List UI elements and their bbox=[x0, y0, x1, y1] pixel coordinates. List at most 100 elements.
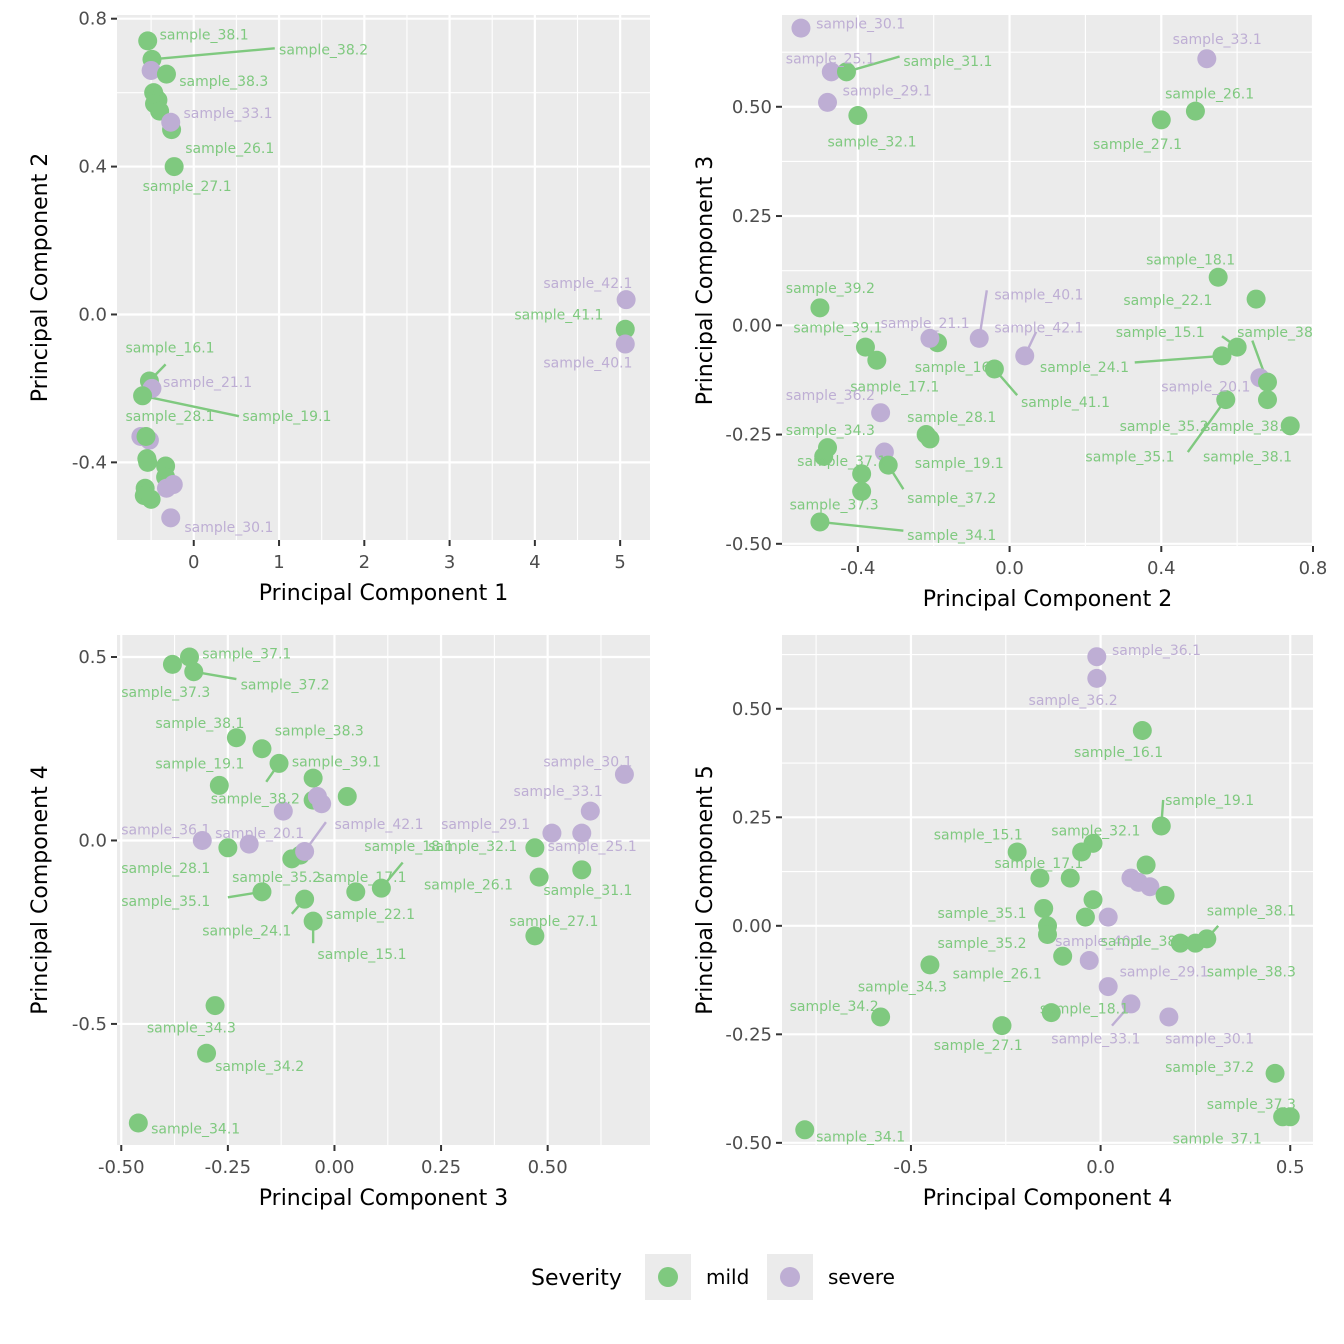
point-label: sample_36.1 bbox=[121, 822, 210, 838]
point-label: sample_38.3 bbox=[275, 723, 364, 739]
point-label: sample_34.3 bbox=[786, 423, 875, 439]
panel-1: 0 1 2 3 4 5 0.8 0.4 0.0 -0.4 Principal Component 1… bbox=[28, 9, 650, 606]
point-mild bbox=[141, 489, 161, 509]
panel-background bbox=[782, 635, 1313, 1145]
x-tick-label: 4 bbox=[529, 552, 540, 573]
point-label: sample_38.3 bbox=[1203, 419, 1292, 435]
point-label: sample_39.1 bbox=[292, 755, 381, 771]
point-mild bbox=[1038, 924, 1057, 944]
x-tick-label: 0.4 bbox=[1147, 558, 1176, 579]
point-label: sample_31.1 bbox=[543, 883, 632, 899]
point-mild bbox=[1246, 289, 1266, 309]
point-mild bbox=[1227, 337, 1247, 357]
point-label: sample_41.1 bbox=[1021, 395, 1110, 411]
point-label: sample_37.3 bbox=[121, 685, 210, 701]
point-mild bbox=[226, 728, 246, 748]
y-tick-label: 0.25 bbox=[732, 807, 772, 828]
point-mild bbox=[1136, 855, 1156, 875]
point-label: sample_33.1 bbox=[184, 106, 273, 122]
label-leader-line bbox=[1134, 354, 1223, 364]
y-tick-label: 0.0 bbox=[78, 830, 107, 851]
point-label: sample_37.1 bbox=[1173, 1131, 1262, 1147]
point-label: sample_28.1 bbox=[907, 410, 996, 426]
y-tick-label: -0.4 bbox=[72, 452, 107, 473]
point-label: sample_35.2 bbox=[232, 870, 321, 886]
point-mild bbox=[1212, 346, 1232, 366]
point-label: sample_18.1 bbox=[364, 839, 453, 855]
point-mild bbox=[337, 786, 357, 806]
point-severe bbox=[615, 334, 635, 354]
point-mild bbox=[814, 446, 834, 466]
x-axis-title: Principal Component 3 bbox=[259, 1186, 508, 1211]
point-label: sample_34.1 bbox=[816, 1129, 905, 1145]
point-severe bbox=[161, 112, 181, 132]
panel-2: -0.4 0.0 0.4 0.8 0.50 0.25 0.00 -0.25 -0.50 Princ… bbox=[693, 15, 1327, 612]
y-tick-label: 0.00 bbox=[732, 315, 772, 336]
point-label: sample_33.1 bbox=[1173, 32, 1262, 48]
point-mild bbox=[205, 996, 225, 1016]
point-label: sample_35.1 bbox=[121, 894, 210, 910]
point-mild bbox=[252, 739, 272, 759]
point-label: sample_19.1 bbox=[915, 456, 1004, 472]
point-mild bbox=[1041, 1003, 1061, 1023]
label-leader-line bbox=[142, 394, 240, 418]
x-tick-label: 1 bbox=[273, 552, 284, 573]
point-label: sample_22.1 bbox=[326, 907, 415, 923]
y-tick-label: 0.25 bbox=[732, 206, 772, 227]
point-label: sample_18.1 bbox=[1146, 253, 1235, 269]
point-mild bbox=[852, 481, 872, 501]
point-mild bbox=[855, 337, 875, 357]
point-mild bbox=[218, 838, 238, 858]
point-mild bbox=[878, 455, 898, 475]
point-mild bbox=[184, 662, 204, 682]
point-severe bbox=[614, 764, 634, 784]
point-mild bbox=[1185, 101, 1205, 121]
point-label: sample_26.1 bbox=[953, 967, 1042, 983]
point-mild bbox=[1257, 390, 1277, 410]
point-label: sample_20.1 bbox=[1161, 379, 1250, 395]
label-leader-line bbox=[1186, 398, 1227, 453]
point-label: sample_34.1 bbox=[151, 1121, 240, 1137]
point-mild bbox=[1072, 842, 1092, 862]
point-label: sample_31.1 bbox=[903, 54, 992, 70]
point-mild bbox=[810, 298, 830, 318]
point-label: sample_29.1 bbox=[441, 817, 530, 833]
point-label: sample_35.1 bbox=[1085, 449, 1174, 465]
y-axis-title: Principal Component 3 bbox=[693, 156, 718, 405]
point-label: sample_38.2 bbox=[279, 42, 368, 58]
point-severe bbox=[821, 62, 841, 82]
point-mild bbox=[269, 753, 289, 773]
y-tick-label: 0.50 bbox=[732, 97, 772, 118]
point-mild bbox=[1197, 929, 1217, 949]
point-severe bbox=[192, 830, 212, 850]
plot-area: sample_38.1 sample_38.2 sample_38.3 sample_… bbox=[126, 28, 636, 536]
point-mild bbox=[1170, 933, 1190, 953]
panel-3: -0.50 -0.25 0.00 0.25 0.50 0.5 0.0 -0.5 Principa… bbox=[28, 635, 650, 1211]
point-label: sample_30.1 bbox=[816, 17, 905, 33]
point-mild bbox=[992, 1016, 1012, 1036]
point-severe bbox=[273, 801, 293, 821]
point-mild bbox=[295, 889, 315, 909]
point-severe bbox=[1087, 647, 1107, 667]
point-mild bbox=[138, 452, 158, 472]
point-label: sample_19.1 bbox=[1165, 793, 1254, 809]
legend: Severity mild severe bbox=[531, 1254, 895, 1300]
point-label: sample_41.1 bbox=[514, 307, 603, 323]
x-tick-label: -0.25 bbox=[205, 1157, 252, 1178]
point-mild bbox=[1132, 720, 1152, 740]
point-severe bbox=[542, 823, 562, 843]
legend-label-severe: severe bbox=[828, 1265, 895, 1289]
point-mild bbox=[1280, 1107, 1300, 1127]
x-tick-label: 0 bbox=[188, 552, 199, 573]
point-mild bbox=[1208, 267, 1228, 287]
point-severe bbox=[1159, 1007, 1179, 1027]
point-severe bbox=[1079, 951, 1099, 971]
point-mild bbox=[848, 106, 868, 126]
point-label: sample_40.1 bbox=[1055, 934, 1144, 950]
point-mild bbox=[133, 386, 153, 406]
point-severe bbox=[969, 328, 989, 348]
point-label: sample_34.3 bbox=[147, 1021, 236, 1037]
point-label: sample_34.1 bbox=[907, 528, 996, 544]
x-tick-label: -0.5 bbox=[893, 1157, 928, 1178]
point-severe bbox=[239, 834, 259, 854]
